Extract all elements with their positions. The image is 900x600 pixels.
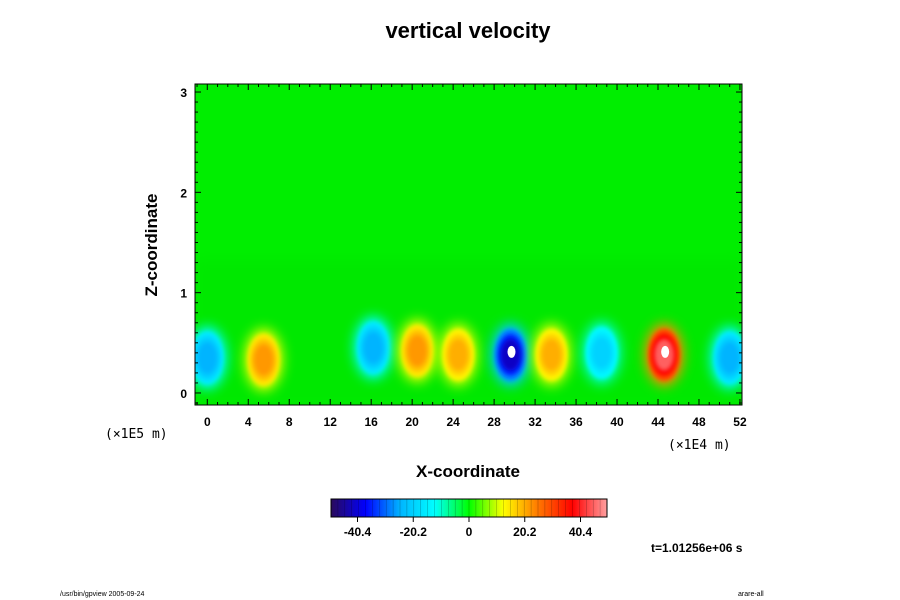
velocity-cell xyxy=(439,323,478,387)
velocity-cells xyxy=(195,316,742,392)
x-tick-label: 40 xyxy=(610,415,624,429)
x-tick-label: 24 xyxy=(446,415,460,429)
colorbar-tick-label: 0 xyxy=(466,525,473,539)
y-tick-label: 3 xyxy=(180,86,187,100)
velocity-contour xyxy=(720,342,740,374)
velocity-contour xyxy=(448,339,468,371)
velocity-contour xyxy=(592,337,612,369)
x-tick-label: 16 xyxy=(365,415,379,429)
colorbar-bands xyxy=(337,499,601,517)
velocity-cell xyxy=(398,319,437,383)
x-tick-label: 0 xyxy=(204,415,211,429)
y-tick-label: 2 xyxy=(180,186,187,200)
x-tick-label: 44 xyxy=(651,415,665,429)
colorbar: -40.4 -20.2 0 20.2 40.4 xyxy=(330,498,608,539)
x-ticks: 0 4 8 12 16 20 24 28 32 36 40 44 48 52 xyxy=(196,84,747,429)
footer-right: arare-all xyxy=(738,591,764,598)
colorbar-tick-label: 20.2 xyxy=(513,525,537,539)
y-scale-label: (×1E5 m) xyxy=(105,427,168,442)
velocity-cell xyxy=(532,323,571,387)
x-scale-label: (×1E4 m) xyxy=(668,438,731,453)
velocity-peak xyxy=(661,345,670,358)
footer-left: /usr/bin/gpview 2005-09-24 xyxy=(60,591,145,598)
chart-title: vertical velocity xyxy=(385,18,551,43)
velocity-contour xyxy=(541,339,562,371)
x-axis-label: X-coordinate xyxy=(416,462,520,481)
x-tick-label: 48 xyxy=(692,415,706,429)
velocity-contour xyxy=(254,344,274,376)
x-tick-label: 36 xyxy=(569,415,583,429)
colorbar-tick-label: 40.4 xyxy=(569,525,593,539)
x-tick-label: 4 xyxy=(245,415,252,429)
y-tick-label: 1 xyxy=(180,287,187,301)
colorbar-tick-label: -20.2 xyxy=(400,525,428,539)
velocity-contour xyxy=(363,332,383,364)
y-axis-label: Z-coordinate xyxy=(142,194,161,297)
velocity-cell xyxy=(582,321,621,385)
velocity-cell xyxy=(710,326,742,390)
colorbar-ticks: -40.4 -20.2 0 20.2 40.4 xyxy=(344,517,593,539)
velocity-cell xyxy=(644,323,684,387)
colorbar-tick-label: -40.4 xyxy=(344,525,372,539)
y-ticks: 0 1 2 3 xyxy=(180,86,742,404)
x-tick-label: 12 xyxy=(324,415,338,429)
velocity-peak xyxy=(507,345,516,358)
x-tick-label: 20 xyxy=(405,415,419,429)
velocity-cell xyxy=(354,316,393,380)
plot-frame xyxy=(194,83,743,406)
velocity-cell xyxy=(195,326,227,390)
x-tick-label: 8 xyxy=(286,415,293,429)
velocity-cell xyxy=(244,328,283,392)
velocity-contour xyxy=(197,342,217,374)
y-tick-label: 0 xyxy=(180,387,187,401)
x-tick-label: 52 xyxy=(733,415,747,429)
velocity-contour xyxy=(407,335,427,367)
x-tick-label: 28 xyxy=(487,415,501,429)
velocity-cell xyxy=(491,323,530,387)
plot-area xyxy=(195,84,742,405)
time-annotation: t=1.01256e+06 s xyxy=(651,541,743,555)
x-tick-label: 32 xyxy=(528,415,542,429)
